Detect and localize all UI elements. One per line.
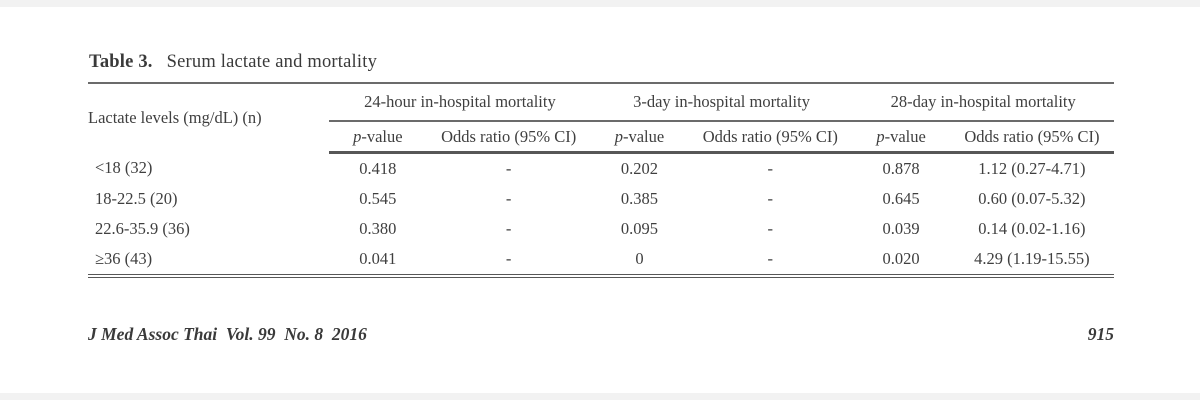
lactate-cell: 22.6-35.9 (36): [95, 219, 190, 238]
column-header-odds-ratio: Odds ratio (95% CI): [949, 121, 1114, 154]
column-header-p-value: p-value: [329, 121, 427, 154]
p-value-cell: 0.418: [359, 159, 397, 178]
table-title: Table 3. Serum lactate and mortality: [89, 52, 1114, 73]
p-value-cell: 0.380: [359, 219, 397, 238]
odds-ratio-cell: 4.29 (1.19-15.55): [949, 244, 1114, 278]
p-value-cell: 0.878: [882, 159, 920, 178]
odds-ratio-cell: -: [767, 159, 774, 178]
odds-ratio-cell: 0.60 (0.07-5.32): [978, 189, 1086, 208]
table-row: 22.6-35.9 (36) 0.380 - 0.095 - 0.039 0.1…: [88, 214, 1114, 244]
odds-ratio-cell: -: [505, 159, 512, 178]
table-caption: Serum lactate and mortality: [166, 52, 378, 72]
lactate-cell: ≥36 (43): [88, 244, 330, 278]
odds-ratio-cell: -: [426, 244, 591, 278]
page-footer: J Med Assoc Thai Vol. 99 No. 8 2016 915: [88, 324, 1114, 345]
page-number: 915: [1087, 324, 1114, 344]
scan-edge-top: [0, 0, 1200, 7]
p-value-cell: 0.202: [620, 159, 659, 178]
column-header-p-value: p-value: [852, 121, 950, 154]
serum-lactate-mortality-table: Lactate levels (mg/dL) (n) 24-hour in-ho…: [88, 82, 1114, 278]
scan-edge-bottom: [0, 393, 1200, 400]
p-value-cell: 0.095: [620, 219, 659, 238]
table-block: Table 3. Serum lactate and mortality Lact…: [88, 52, 1114, 278]
column-header-lactate: Lactate levels (mg/dL) (n): [88, 108, 262, 128]
odds-ratio-cell: -: [688, 244, 853, 278]
odds-ratio-cell: 0.14 (0.02-1.16): [978, 219, 1086, 238]
table-row: ≥36 (43) 0.041 - 0 - 0.020 4.29 (1.19-15…: [88, 244, 1114, 278]
odds-ratio-cell: -: [767, 189, 774, 208]
p-value-cell: 0.041: [329, 244, 427, 278]
p-value-cell: 0.645: [882, 189, 920, 208]
odds-ratio-cell: 1.12 (0.27-4.71): [978, 159, 1086, 178]
journal-citation: J Med Assoc Thai Vol. 99 No. 8 2016: [88, 324, 367, 344]
p-value-cell: 0: [590, 244, 689, 278]
odds-ratio-cell: -: [767, 219, 774, 238]
column-header-odds-ratio: Odds ratio (95% CI): [688, 121, 853, 154]
column-header-p-value: p-value: [590, 121, 689, 154]
odds-ratio-cell: -: [505, 189, 512, 208]
lactate-cell: 18-22.5 (20): [95, 189, 178, 208]
table-number: Table 3.: [89, 52, 153, 72]
column-header-odds-ratio: Odds ratio (95% CI): [426, 121, 591, 154]
sub-header-row: p-value Odds ratio (95% CI) p-value Odds…: [88, 121, 1114, 154]
lactate-cell: <18 (32): [95, 158, 153, 178]
p-value-cell: 0.385: [620, 189, 659, 208]
p-value-cell: 0.039: [882, 219, 920, 238]
table-row: 18-22.5 (20) 0.545 - 0.385 - 0.645 0.60 …: [88, 184, 1114, 214]
odds-ratio-cell: -: [505, 219, 512, 238]
p-value-cell: 0.020: [852, 244, 950, 278]
p-value-cell: 0.545: [359, 189, 397, 208]
column-group-28-day: 28-day in-hospital mortality: [852, 83, 1114, 122]
column-group-3-day: 3-day in-hospital mortality: [590, 83, 853, 122]
table-row: <18 (32) 0.418 - 0.202 - 0.878 1.12 (0.2…: [88, 153, 1114, 185]
column-group-24-hour: 24-hour in-hospital mortality: [329, 83, 591, 122]
group-header-row: Lactate levels (mg/dL) (n) 24-hour in-ho…: [88, 83, 1114, 127]
